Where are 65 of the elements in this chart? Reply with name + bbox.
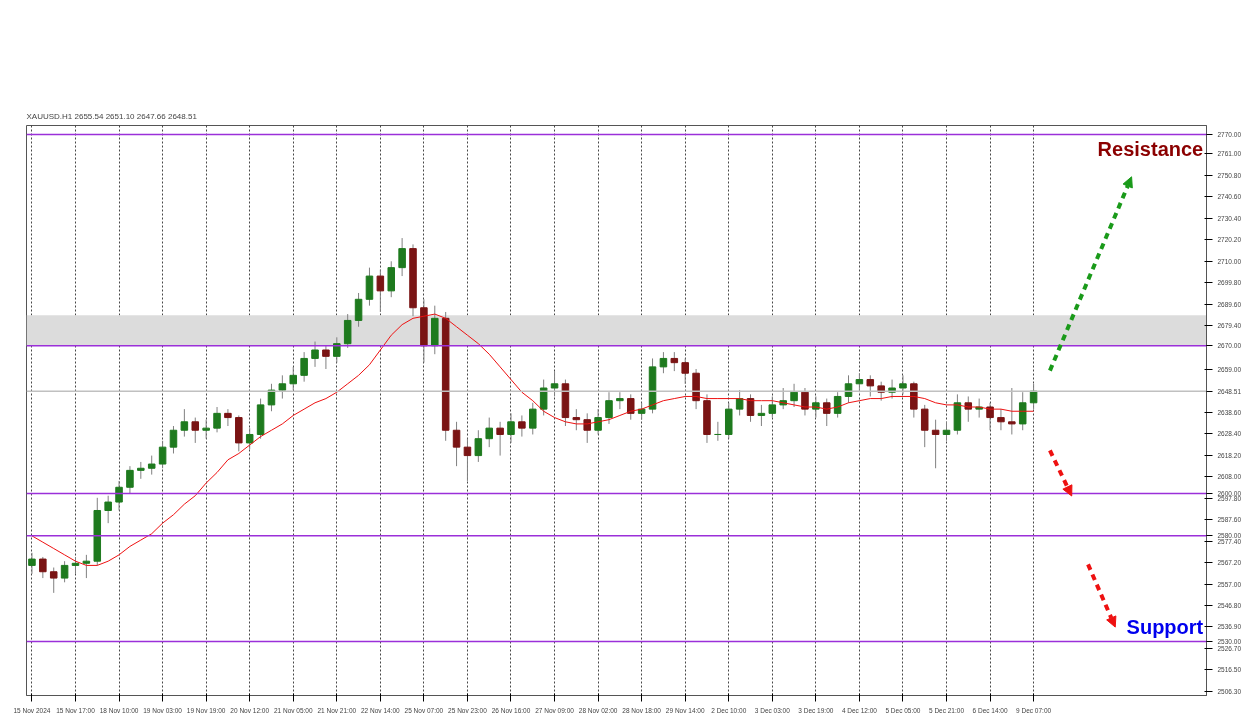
candlestick (931, 419, 940, 469)
candlestick (605, 391, 613, 425)
candlestick (278, 374, 287, 400)
candlestick (376, 269, 385, 313)
candlestick (343, 313, 352, 349)
candlestick (627, 393, 635, 421)
candlestick (529, 402, 537, 435)
annotation: Support (1126, 616, 1204, 639)
candlestick (942, 421, 951, 442)
candlestick (474, 429, 483, 463)
candlestick (39, 556, 47, 579)
candlestick (496, 421, 504, 457)
candlestick (115, 480, 123, 511)
candlestick (311, 341, 319, 368)
chart-title: XAUUSD.H1 2655.54 2651.10 2647.66 2648.51 (26, 111, 198, 121)
candlestick (463, 438, 472, 482)
candlestick (485, 417, 493, 448)
candlestick (670, 351, 679, 372)
candlestick (801, 387, 809, 416)
candlestick (169, 425, 178, 454)
candlestick (735, 389, 744, 416)
candlestick (180, 408, 189, 438)
candlestick (518, 414, 526, 438)
candlestick (104, 495, 112, 524)
candlestick (1029, 383, 1038, 410)
candlestick (300, 351, 308, 383)
candlestick (539, 379, 548, 416)
candlestick (365, 267, 374, 307)
candlestick (594, 408, 602, 435)
candlestick (768, 395, 777, 419)
candlestick (452, 421, 461, 467)
candlestick (572, 408, 581, 431)
candlestick (354, 292, 363, 328)
candlestick (833, 391, 842, 419)
candlestick (920, 404, 929, 448)
annotation: Resistance (1097, 137, 1204, 160)
candlestick (398, 237, 406, 277)
candlestick (1008, 387, 1016, 435)
candlestick (616, 391, 624, 410)
candlestick (899, 374, 907, 395)
candlestick (202, 419, 210, 440)
candlestick (28, 552, 36, 575)
candlestick (82, 554, 91, 579)
candlestick (387, 260, 395, 298)
candlestick (126, 465, 134, 495)
candlestick (507, 412, 515, 444)
candlestick (681, 357, 689, 385)
candlestick (191, 417, 200, 444)
candlestick (147, 455, 156, 476)
candlestick (790, 383, 798, 408)
candlestick (866, 374, 875, 397)
candlestick (60, 560, 69, 583)
candlestick (1018, 391, 1027, 431)
candlestick (224, 408, 232, 427)
line-series (31, 313, 1035, 566)
candlestick (49, 567, 58, 594)
candlestick (757, 404, 766, 427)
candlestick (550, 370, 559, 397)
candlestick (158, 440, 167, 469)
candlestick (997, 408, 1005, 431)
candlestick (213, 406, 221, 433)
candlestick (289, 366, 298, 391)
candlestick (245, 427, 254, 450)
candlestick (659, 351, 668, 374)
candlestick (322, 345, 330, 370)
